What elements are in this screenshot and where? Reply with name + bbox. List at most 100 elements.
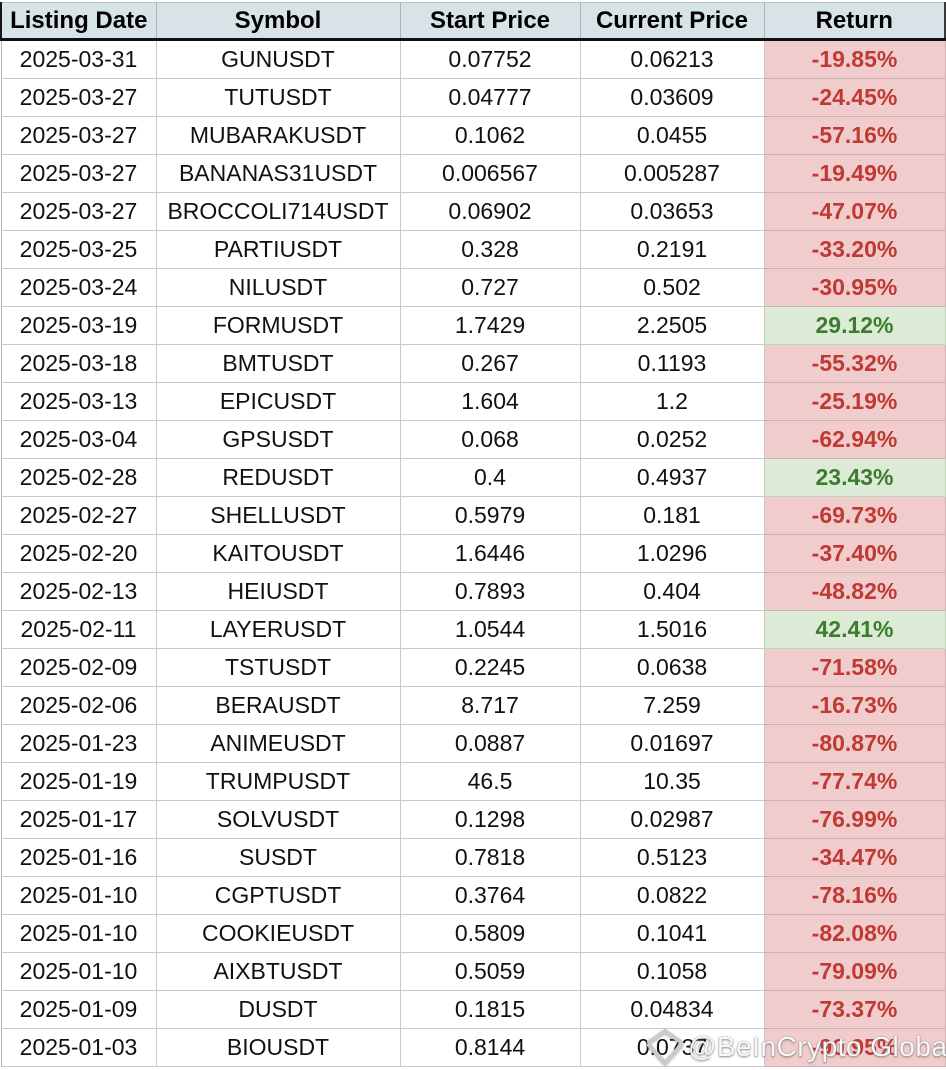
cell-return[interactable]: 42.41% — [763, 610, 946, 649]
cell-current-price[interactable]: 0.1193 — [579, 344, 765, 383]
cell-return[interactable]: -19.85% — [763, 39, 946, 79]
cell-listing-date[interactable]: 2025-02-09 — [0, 648, 157, 687]
cell-current-price[interactable]: 10.35 — [579, 762, 765, 801]
cell-start-price[interactable]: 0.7893 — [399, 572, 581, 611]
cell-listing-date[interactable]: 2025-01-10 — [0, 876, 157, 915]
cell-listing-date[interactable]: 2025-03-27 — [0, 192, 157, 231]
cell-current-price[interactable]: 1.5016 — [579, 610, 765, 649]
cell-symbol[interactable]: TRUMPUSDT — [155, 762, 401, 801]
cell-symbol[interactable]: NILUSDT — [155, 268, 401, 307]
cell-return[interactable]: -34.47% — [763, 838, 946, 877]
cell-return[interactable]: -57.16% — [763, 116, 946, 155]
cell-start-price[interactable]: 0.006567 — [399, 154, 581, 193]
cell-return[interactable]: 23.43% — [763, 458, 946, 497]
cell-listing-date[interactable]: 2025-02-28 — [0, 458, 157, 497]
cell-start-price[interactable]: 46.5 — [399, 762, 581, 801]
cell-return[interactable]: -90.95% — [763, 1028, 946, 1067]
cell-listing-date[interactable]: 2025-02-20 — [0, 534, 157, 573]
col-header-start-price[interactable]: Start Price — [400, 2, 581, 41]
cell-return[interactable]: -47.07% — [763, 192, 946, 231]
cell-symbol[interactable]: CGPTUSDT — [155, 876, 401, 915]
cell-return[interactable]: -62.94% — [763, 420, 946, 459]
cell-start-price[interactable]: 0.7818 — [399, 838, 581, 877]
cell-start-price[interactable]: 1.6446 — [399, 534, 581, 573]
cell-start-price[interactable]: 0.07752 — [399, 39, 581, 79]
cell-return[interactable]: -76.99% — [763, 800, 946, 839]
cell-symbol[interactable]: AIXBTUSDT — [155, 952, 401, 991]
cell-current-price[interactable]: 0.0822 — [579, 876, 765, 915]
cell-current-price[interactable]: 0.181 — [579, 496, 765, 535]
cell-current-price[interactable]: 0.0638 — [579, 648, 765, 687]
cell-listing-date[interactable]: 2025-01-19 — [0, 762, 157, 801]
cell-return[interactable]: -19.49% — [763, 154, 946, 193]
cell-start-price[interactable]: 0.3764 — [399, 876, 581, 915]
cell-return[interactable]: 29.12% — [763, 306, 946, 345]
col-header-listing-date[interactable]: Listing Date — [0, 2, 157, 41]
cell-current-price[interactable]: 0.06213 — [579, 39, 765, 79]
cell-start-price[interactable]: 0.1062 — [399, 116, 581, 155]
cell-listing-date[interactable]: 2025-01-03 — [0, 1028, 157, 1067]
cell-listing-date[interactable]: 2025-02-06 — [0, 686, 157, 725]
cell-listing-date[interactable]: 2025-02-13 — [0, 572, 157, 611]
cell-listing-date[interactable]: 2025-03-19 — [0, 306, 157, 345]
cell-listing-date[interactable]: 2025-01-16 — [0, 838, 157, 877]
cell-listing-date[interactable]: 2025-03-04 — [0, 420, 157, 459]
cell-listing-date[interactable]: 2025-03-31 — [0, 39, 157, 79]
cell-start-price[interactable]: 0.4 — [399, 458, 581, 497]
cell-start-price[interactable]: 1.7429 — [399, 306, 581, 345]
cell-return[interactable]: -16.73% — [763, 686, 946, 725]
cell-start-price[interactable]: 1.604 — [399, 382, 581, 421]
cell-return[interactable]: -82.08% — [763, 914, 946, 953]
cell-current-price[interactable]: 0.03653 — [579, 192, 765, 231]
cell-start-price[interactable]: 0.1815 — [399, 990, 581, 1029]
cell-listing-date[interactable]: 2025-02-11 — [0, 610, 157, 649]
cell-return[interactable]: -78.16% — [763, 876, 946, 915]
cell-listing-date[interactable]: 2025-01-17 — [0, 800, 157, 839]
cell-listing-date[interactable]: 2025-03-13 — [0, 382, 157, 421]
cell-symbol[interactable]: SUSDT — [155, 838, 401, 877]
cell-symbol[interactable]: COOKIEUSDT — [155, 914, 401, 953]
cell-listing-date[interactable]: 2025-03-18 — [0, 344, 157, 383]
cell-listing-date[interactable]: 2025-03-27 — [0, 116, 157, 155]
cell-symbol[interactable]: PARTIUSDT — [155, 230, 401, 269]
cell-symbol[interactable]: GPSUSDT — [155, 420, 401, 459]
cell-return[interactable]: -77.74% — [763, 762, 946, 801]
cell-symbol[interactable]: BIOUSDT — [155, 1028, 401, 1067]
cell-current-price[interactable]: 0.01697 — [579, 724, 765, 763]
cell-start-price[interactable]: 0.727 — [399, 268, 581, 307]
cell-listing-date[interactable]: 2025-01-10 — [0, 952, 157, 991]
cell-current-price[interactable]: 7.259 — [579, 686, 765, 725]
cell-symbol[interactable]: ANIMEUSDT — [155, 724, 401, 763]
cell-return[interactable]: -24.45% — [763, 78, 946, 117]
cell-listing-date[interactable]: 2025-03-27 — [0, 154, 157, 193]
cell-current-price[interactable]: 1.0296 — [579, 534, 765, 573]
cell-start-price[interactable]: 0.1298 — [399, 800, 581, 839]
cell-current-price[interactable]: 1.2 — [579, 382, 765, 421]
cell-start-price[interactable]: 0.5059 — [399, 952, 581, 991]
cell-symbol[interactable]: TSTUSDT — [155, 648, 401, 687]
cell-listing-date[interactable]: 2025-03-25 — [0, 230, 157, 269]
cell-listing-date[interactable]: 2025-01-23 — [0, 724, 157, 763]
cell-current-price[interactable]: 0.1058 — [579, 952, 765, 991]
col-header-return[interactable]: Return — [764, 2, 946, 41]
cell-return[interactable]: -71.58% — [763, 648, 946, 687]
cell-symbol[interactable]: SHELLUSDT — [155, 496, 401, 535]
cell-symbol[interactable]: FORMUSDT — [155, 306, 401, 345]
cell-return[interactable]: -30.95% — [763, 268, 946, 307]
cell-symbol[interactable]: MUBARAKUSDT — [155, 116, 401, 155]
cell-current-price[interactable]: 0.2191 — [579, 230, 765, 269]
cell-start-price[interactable]: 0.04777 — [399, 78, 581, 117]
cell-current-price[interactable]: 0.005287 — [579, 154, 765, 193]
cell-start-price[interactable]: 0.8144 — [399, 1028, 581, 1067]
cell-start-price[interactable]: 0.2245 — [399, 648, 581, 687]
cell-return[interactable]: -37.40% — [763, 534, 946, 573]
cell-listing-date[interactable]: 2025-03-27 — [0, 78, 157, 117]
col-header-current-price[interactable]: Current Price — [580, 2, 765, 41]
cell-start-price[interactable]: 0.328 — [399, 230, 581, 269]
cell-symbol[interactable]: KAITOUSDT — [155, 534, 401, 573]
cell-current-price[interactable]: 0.0737 — [579, 1028, 765, 1067]
cell-start-price[interactable]: 0.5809 — [399, 914, 581, 953]
cell-symbol[interactable]: BMTUSDT — [155, 344, 401, 383]
cell-listing-date[interactable]: 2025-01-09 — [0, 990, 157, 1029]
col-header-symbol[interactable]: Symbol — [156, 2, 401, 41]
